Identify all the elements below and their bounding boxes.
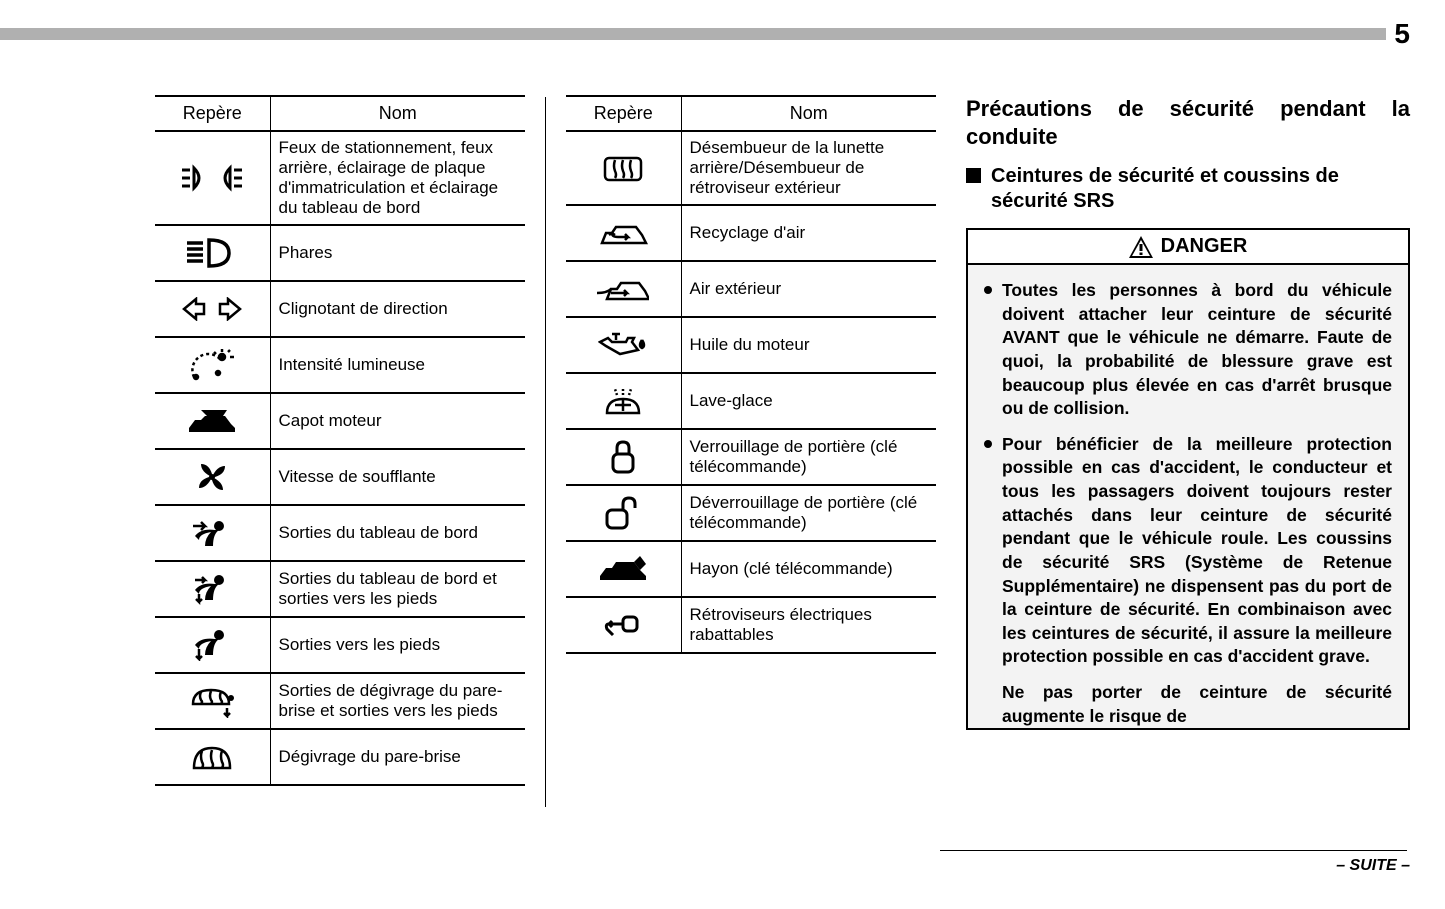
table-header-symbol: Repère: [566, 96, 681, 131]
door-lock-icon: [609, 440, 637, 474]
symbol-name: Feux de stationnement, feux arrière, écl…: [270, 131, 525, 225]
section-title: Précautions de sécurité pendant la condu…: [966, 95, 1410, 150]
symbol-table-1: Repère Nom Feux de stationnement, feux a…: [155, 95, 525, 786]
symbol-name: Clignotant de direction: [270, 281, 525, 337]
symbol-name: Rétroviseurs électriques rabattables: [681, 597, 936, 653]
symbol-name: Vitesse de soufflante: [270, 449, 525, 505]
bullet-icon: [984, 286, 992, 294]
table-row: Capot moteur: [155, 393, 525, 449]
table-header-symbol: Repère: [155, 96, 270, 131]
symbol-name: Verrouillage de portière (clé télécomman…: [681, 429, 936, 485]
table-row: Recyclage d'air: [566, 205, 936, 261]
table-row: Lave-glace: [566, 373, 936, 429]
symbol-name: Sorties du tableau de bord et sorties ve…: [270, 561, 525, 617]
table-row: Vitesse de soufflante: [155, 449, 525, 505]
sub-section-title: Ceintures de sécurité et coussins de séc…: [991, 164, 1410, 214]
dash-floor-vent-icon: [191, 572, 233, 606]
section-marker-icon: [966, 168, 981, 183]
symbol-name: Sorties vers les pieds: [270, 617, 525, 673]
table-row: Désembueur de la lunette arrière/Désembu…: [566, 131, 936, 205]
symbol-table-column-1: Repère Nom Feux de stationnement, feux a…: [155, 95, 525, 849]
table-row: Feux de stationnement, feux arrière, écl…: [155, 131, 525, 225]
fresh-air-icon: [597, 275, 649, 303]
column-divider: [545, 97, 546, 807]
symbol-name: Huile du moteur: [681, 317, 936, 373]
warning-triangle-icon: [1129, 236, 1153, 258]
defrost-icon: [190, 742, 234, 772]
table-row: Air extérieur: [566, 261, 936, 317]
recirculation-icon: [598, 219, 648, 247]
door-unlock-icon: [605, 496, 641, 530]
danger-text: Toutes les personnes à bord du véhicule …: [1002, 279, 1392, 421]
engine-oil-icon: [598, 332, 648, 358]
symbol-name: Sorties de dégivrage du pare-brise et so…: [270, 673, 525, 729]
dash-vent-icon: [191, 518, 233, 548]
floor-vent-icon: [191, 629, 233, 661]
table-row: Déverrouillage de portière (clé télécomm…: [566, 485, 936, 541]
symbol-name: Dégivrage du pare-brise: [270, 729, 525, 785]
fan-speed-icon: [195, 460, 229, 494]
hood-icon: [187, 408, 237, 434]
danger-header: DANGER: [968, 230, 1408, 265]
table-row: Sorties du tableau de bord: [155, 505, 525, 561]
table-row: Sorties du tableau de bord et sorties ve…: [155, 561, 525, 617]
folding-mirror-icon: [603, 611, 643, 639]
footer-continue: – SUITE –: [1336, 857, 1410, 875]
table-row: Rétroviseurs électriques rabattables: [566, 597, 936, 653]
symbol-name: Hayon (clé télécommande): [681, 541, 936, 597]
table-row: Hayon (clé télécommande): [566, 541, 936, 597]
symbol-name: Intensité lumineuse: [270, 337, 525, 393]
table-row: Dégivrage du pare-brise: [155, 729, 525, 785]
table-row: Sorties de dégivrage du pare-brise et so…: [155, 673, 525, 729]
danger-text-continuation: Ne pas porter de ceinture de sécurité au…: [984, 681, 1392, 728]
bullet-icon: [984, 440, 992, 448]
table-header-name: Nom: [681, 96, 936, 131]
table-row: Sorties vers les pieds: [155, 617, 525, 673]
symbol-table-2: Repère Nom Désembueur de la lunette arri…: [566, 95, 936, 654]
rear-defogger-icon: [601, 153, 645, 183]
danger-list-item: Toutes les personnes à bord du véhicule …: [984, 279, 1392, 421]
footer-divider: [940, 850, 1407, 851]
symbol-name: Déverrouillage de portière (clé télécomm…: [681, 485, 936, 541]
tailgate-icon: [598, 556, 648, 582]
danger-list-item: Pour bénéficier de la meilleure protecti…: [984, 433, 1392, 669]
page-content: Repère Nom Feux de stationnement, feux a…: [155, 95, 1410, 849]
sub-section-row: Ceintures de sécurité et coussins de séc…: [966, 164, 1410, 214]
table-header-name: Nom: [270, 96, 525, 131]
defrost-floor-icon: [189, 684, 235, 718]
table-row: Clignotant de direction: [155, 281, 525, 337]
danger-box: DANGER Toutes les personnes à bord du vé…: [966, 228, 1410, 730]
danger-label: DANGER: [1161, 235, 1248, 258]
headlights-icon: [187, 237, 237, 269]
symbol-name: Phares: [270, 225, 525, 281]
symbol-name: Sorties du tableau de bord: [270, 505, 525, 561]
windshield-washer-icon: [603, 385, 643, 417]
page-number: 5: [1386, 18, 1410, 50]
turn-signal-icon: [182, 297, 242, 321]
page-header-bar: [0, 28, 1410, 40]
danger-body: Toutes les personnes à bord du véhicule …: [968, 265, 1408, 728]
symbol-name: Capot moteur: [270, 393, 525, 449]
table-row: Phares: [155, 225, 525, 281]
brightness-icon: [190, 349, 234, 381]
symbol-name: Recyclage d'air: [681, 205, 936, 261]
table-row: Intensité lumineuse: [155, 337, 525, 393]
danger-text: Pour bénéficier de la meilleure protecti…: [1002, 433, 1392, 669]
table-row: Huile du moteur: [566, 317, 936, 373]
symbol-name: Air extérieur: [681, 261, 936, 317]
symbol-table-column-2: Repère Nom Désembueur de la lunette arri…: [566, 95, 936, 849]
safety-section: Précautions de sécurité pendant la condu…: [966, 95, 1410, 849]
symbol-name: Désembueur de la lunette arrière/Désembu…: [681, 131, 936, 205]
symbol-name: Lave-glace: [681, 373, 936, 429]
parking-lights-icon: [182, 164, 242, 192]
table-row: Verrouillage de portière (clé télécomman…: [566, 429, 936, 485]
